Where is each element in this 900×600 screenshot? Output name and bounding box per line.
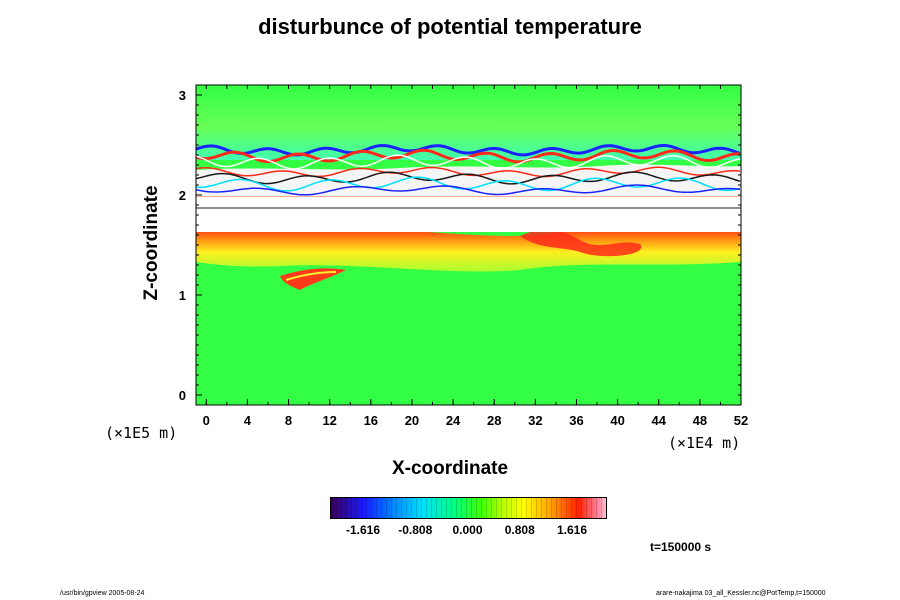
x-axis-unit: (×1E4 m) xyxy=(668,434,741,452)
colorbar xyxy=(330,497,607,519)
y-axis-label: Z-coordinate xyxy=(141,185,162,301)
x-tick-label: 0 xyxy=(203,413,210,428)
y-axis-unit: (×1E5 m) xyxy=(105,424,178,442)
colorbar-label: -0.808 xyxy=(398,523,433,537)
wave-line xyxy=(196,171,741,185)
colorbar-label: 1.616 xyxy=(556,523,588,537)
warm-blob-left xyxy=(280,268,346,290)
x-tick-label: 40 xyxy=(610,413,624,428)
wave-line xyxy=(196,166,741,178)
x-tick-label: 8 xyxy=(285,413,292,428)
chart-title: disturbunce of potential temperature xyxy=(258,14,642,39)
x-axis-label: X-coordinate xyxy=(391,458,509,479)
colorbar-label: 0.808 xyxy=(504,523,535,537)
x-tick-label: 28 xyxy=(487,413,501,428)
x-tick-label: 20 xyxy=(405,413,419,428)
colorbar-label: -1.616 xyxy=(345,523,381,537)
field-layer xyxy=(196,85,741,405)
footer-left: /usr/bin/gpview 2005-08-24 xyxy=(60,590,145,597)
x-tick-label: 16 xyxy=(364,413,378,428)
undefined-band xyxy=(196,196,741,232)
y-tick-label: 3 xyxy=(179,88,186,103)
wave-line xyxy=(196,184,741,196)
upper-white-band xyxy=(196,164,741,196)
y-ticks: 0 1 2 3 xyxy=(179,88,741,403)
warm-layer xyxy=(196,227,741,272)
y-tick-label: 0 xyxy=(179,388,186,403)
x-ticks: 0 4 8 12 16 20 24 28 32 36 40 44 48 52 xyxy=(203,85,748,428)
colorbar-label: 0.000 xyxy=(452,523,483,537)
x-tick-label: 32 xyxy=(528,413,542,428)
x-tick-label: 48 xyxy=(693,413,707,428)
wave-line xyxy=(196,154,741,170)
wave-line xyxy=(196,143,741,157)
footer-right: arare-nakajima 03_all_Kessler.nc@PotTemp… xyxy=(656,590,826,597)
y-tick-label: 1 xyxy=(179,288,186,303)
time-label: t=150000 s xyxy=(650,540,712,554)
x-tick-label: 4 xyxy=(244,413,252,428)
upper-layer xyxy=(196,85,741,160)
y-tick-label: 2 xyxy=(179,188,186,203)
x-tick-label: 12 xyxy=(322,413,336,428)
x-tick-label: 24 xyxy=(446,413,461,428)
x-tick-label: 36 xyxy=(569,413,583,428)
x-tick-label: 44 xyxy=(652,413,667,428)
wave-lines xyxy=(196,143,741,196)
warm-blob-right xyxy=(520,229,642,257)
x-tick-label: 52 xyxy=(734,413,748,428)
